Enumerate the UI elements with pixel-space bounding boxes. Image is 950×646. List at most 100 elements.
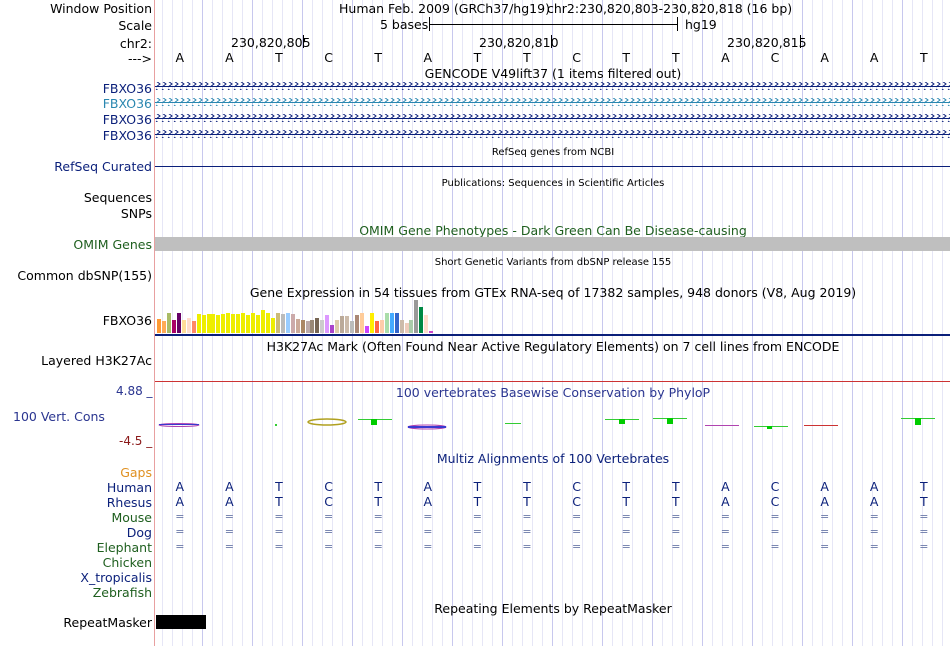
gtex-expression-bars[interactable] [156, 300, 536, 333]
gencode-gene-2[interactable]: FBXO36 [102, 96, 152, 111]
gtex-tissue-bar[interactable] [404, 323, 409, 333]
omim-phenotype-bar[interactable] [155, 237, 950, 251]
gtex-tissue-bar[interactable] [201, 315, 206, 333]
gtex-tissue-bar[interactable] [340, 316, 345, 333]
dbsnp-title[interactable]: Short Genetic Variants from dbSNP releas… [434, 257, 672, 268]
publications-title[interactable]: Publications: Sequences in Scientific Ar… [441, 178, 665, 189]
gtex-tissue-bar[interactable] [414, 300, 419, 333]
gtex-tissue-bar[interactable] [171, 320, 176, 333]
gtex-tissue-bar[interactable] [290, 314, 295, 333]
multiz-title[interactable]: Multiz Alignments of 100 Vertebrates [436, 451, 670, 466]
gtex-tissue-bar[interactable] [369, 313, 374, 333]
gtex-tissue-bar[interactable] [256, 315, 260, 333]
gtex-tissue-bar[interactable] [409, 320, 414, 333]
species-label-elephant[interactable]: Elephant [96, 540, 152, 555]
gtex-tissue-bar[interactable] [419, 307, 424, 333]
gtex-tissue-bar[interactable] [285, 313, 290, 333]
gtex-title[interactable]: Gene Expression in 54 tissues from GTEx … [249, 285, 857, 300]
gtex-tissue-bar[interactable] [379, 320, 384, 333]
gencode-gene-4[interactable]: FBXO36 [102, 128, 152, 143]
gencode-gene-3[interactable]: FBXO36 [102, 112, 152, 127]
gtex-tissue-bar[interactable] [335, 320, 340, 333]
refseq-title[interactable]: RefSeq genes from NCBI [491, 147, 615, 158]
omim-title[interactable]: OMIM Gene Phenotypes - Dark Green Can Be… [359, 223, 747, 238]
gtex-tissue-bar[interactable] [305, 321, 310, 333]
species-label-rhesus[interactable]: Rhesus [106, 495, 152, 510]
gtex-tissue-bar[interactable] [355, 315, 359, 333]
gtex-tissue-bar[interactable] [211, 314, 216, 333]
gencode-transcripts[interactable] [155, 80, 950, 142]
gtex-tissue-bar[interactable] [260, 310, 265, 333]
repeatmasker-label[interactable]: RepeatMasker [63, 615, 152, 630]
gtex-tissue-bar[interactable] [236, 314, 241, 333]
gtex-tissue-bar[interactable] [265, 313, 270, 333]
gtex-tissue-bar[interactable] [389, 313, 394, 333]
gtex-tissue-bar[interactable] [270, 318, 275, 333]
gtex-tissue-bar[interactable] [345, 316, 350, 333]
species-label-zebrafish[interactable]: Zebrafish [92, 585, 152, 600]
gtex-tissue-bar[interactable] [196, 314, 201, 333]
cons-plot[interactable] [155, 410, 950, 434]
gtex-tissue-bar[interactable] [429, 331, 434, 333]
transcript-line-1[interactable] [155, 82, 950, 90]
species-label-x_tropicalis[interactable]: X_tropicalis [80, 570, 152, 585]
gtex-tissue-bar[interactable] [280, 314, 285, 333]
gtex-tissue-bar[interactable] [157, 319, 161, 333]
gaps-label[interactable]: Gaps [120, 465, 152, 480]
gtex-tissue-bar[interactable] [246, 315, 251, 333]
gtex-tissue-bar[interactable] [399, 320, 404, 333]
repeatmasker-title[interactable]: Repeating Elements by RepeatMasker [434, 601, 672, 616]
species-label-dog[interactable]: Dog [126, 525, 152, 540]
gtex-tissue-bar[interactable] [394, 313, 399, 333]
cons-label[interactable]: 100 Vert. Cons [13, 409, 105, 424]
gtex-tissue-bar[interactable] [191, 321, 196, 333]
gtex-tissue-bar[interactable] [166, 313, 171, 333]
gtex-tissue-bar[interactable] [384, 313, 389, 333]
publications-snps-label[interactable]: SNPs [120, 206, 152, 221]
transcript-line-4[interactable] [155, 130, 950, 138]
gtex-tissue-bar[interactable] [226, 313, 231, 333]
gtex-tissue-bar[interactable] [295, 319, 300, 333]
gtex-tissue-bar[interactable] [300, 320, 305, 333]
gtex-tissue-bar[interactable] [241, 313, 246, 333]
gtex-tissue-bar[interactable] [275, 313, 280, 333]
cons-mark-11 [804, 425, 838, 426]
transcript-line-2[interactable] [155, 98, 950, 106]
omim-label[interactable]: OMIM Genes [73, 237, 152, 252]
repeatmasker-element[interactable] [156, 615, 206, 629]
gencode-gene-1[interactable]: FBXO36 [102, 81, 152, 96]
gtex-tissue-bar[interactable] [206, 314, 211, 333]
gtex-tissue-bar[interactable] [231, 314, 236, 333]
gtex-tissue-bar[interactable] [216, 315, 221, 333]
gtex-tissue-bar[interactable] [374, 321, 379, 333]
gtex-label[interactable]: FBXO36 [102, 313, 152, 328]
species-label-chicken[interactable]: Chicken [102, 555, 152, 570]
gtex-tissue-bar[interactable] [221, 314, 226, 333]
dbsnp-label[interactable]: Common dbSNP(155) [17, 268, 152, 283]
gencode-title[interactable]: GENCODE V49lift37 (1 items filtered out) [424, 66, 682, 81]
transcript-line-3[interactable] [155, 114, 950, 122]
gtex-tissue-bar[interactable] [325, 315, 330, 333]
gtex-tissue-bar[interactable] [315, 318, 320, 333]
publications-sequences-label[interactable]: Sequences [83, 190, 152, 205]
gtex-tissue-bar[interactable] [424, 315, 429, 333]
gtex-tissue-bar[interactable] [310, 320, 315, 333]
cons-title[interactable]: 100 vertebrates Basewise Conservation by… [395, 385, 711, 400]
refseq-line[interactable] [155, 166, 950, 167]
species-label-mouse[interactable]: Mouse [111, 510, 152, 525]
species-label-human[interactable]: Human [106, 480, 152, 495]
h3k27ac-label[interactable]: Layered H3K27Ac [41, 353, 152, 368]
gtex-tissue-bar[interactable] [186, 318, 191, 333]
gtex-tissue-bar[interactable] [251, 313, 256, 333]
gtex-tissue-bar[interactable] [359, 313, 364, 333]
gtex-tissue-bar[interactable] [161, 321, 166, 333]
cons-mark-4b [371, 419, 377, 425]
refseq-label[interactable]: RefSeq Curated [54, 159, 152, 174]
gtex-tissue-bar[interactable] [350, 321, 355, 333]
h3k27ac-title[interactable]: H3K27Ac Mark (Often Found Near Active Re… [266, 339, 840, 354]
gtex-tissue-bar[interactable] [320, 320, 325, 333]
gtex-tissue-bar[interactable] [364, 326, 369, 333]
gtex-tissue-bar[interactable] [330, 325, 335, 333]
gtex-tissue-bar[interactable] [176, 313, 181, 333]
gtex-tissue-bar[interactable] [181, 320, 186, 333]
